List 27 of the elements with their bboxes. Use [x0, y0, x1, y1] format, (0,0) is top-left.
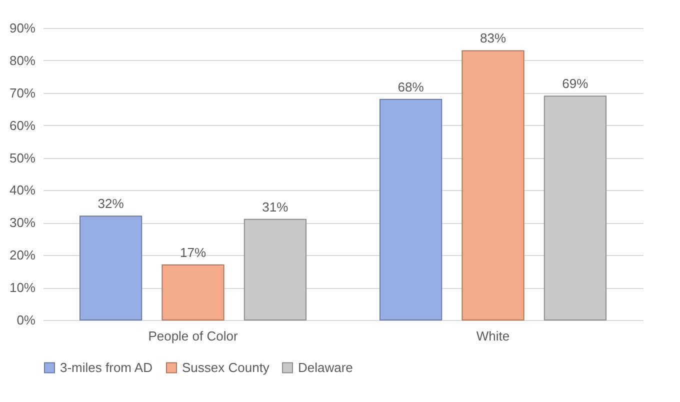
data-label: 32%	[98, 196, 124, 212]
bar	[379, 98, 442, 320]
data-label: 17%	[180, 244, 206, 260]
legend-label: Sussex County	[182, 360, 270, 375]
y-tick-label: 20%	[9, 248, 36, 263]
data-label: 68%	[398, 79, 424, 94]
bar	[462, 50, 524, 320]
data-label: 83%	[480, 30, 506, 46]
x-tick-label: White	[476, 328, 510, 344]
y-tick-label: 70%	[9, 85, 36, 100]
bar	[244, 218, 307, 320]
data-label: 69%	[562, 76, 589, 92]
legend-label: Delaware	[298, 360, 353, 375]
y-tick-label: 0%	[16, 312, 36, 328]
y-tick-label: 40%	[9, 182, 36, 198]
y-tick-label: 80%	[9, 52, 36, 68]
bar	[544, 96, 607, 320]
y-tick-label: 10%	[9, 280, 36, 296]
y-tick-label: 90%	[9, 20, 36, 36]
y-tick-label: 30%	[9, 215, 36, 230]
x-tick-label: People of Color	[148, 328, 238, 344]
bar	[79, 216, 142, 320]
y-tick-label: 60%	[9, 118, 36, 133]
bar	[162, 264, 224, 320]
y-tick-label: 50%	[9, 150, 36, 166]
legend-label: 3-miles from AD	[60, 360, 152, 375]
data-label: 31%	[262, 199, 289, 214]
